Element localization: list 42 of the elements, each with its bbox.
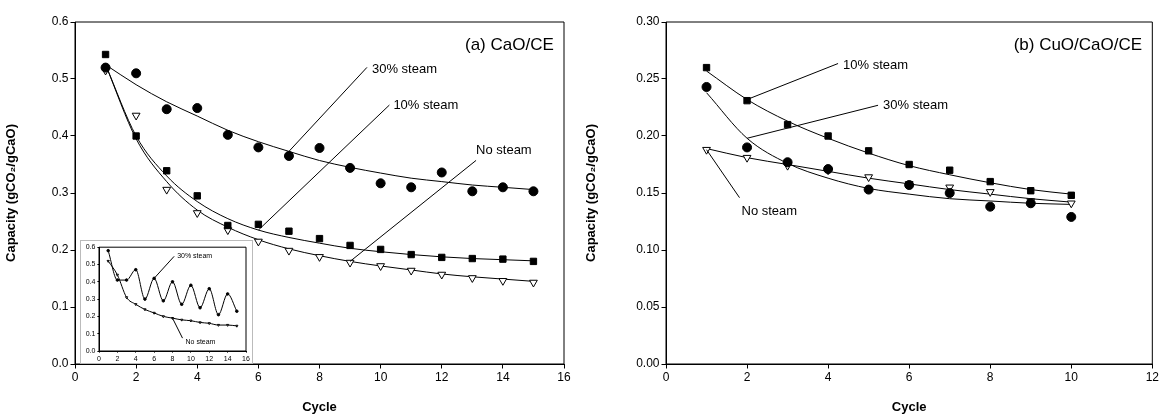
y-tick-label: 0.0 — [51, 356, 69, 371]
x-tick-label: 8 — [986, 370, 994, 385]
x-axis-title: Cycle — [891, 398, 927, 414]
x-tick-label: 10 — [1064, 370, 1079, 385]
y-tick-label: 0.00 — [636, 356, 660, 371]
y-axis-title: Capacity (gCO₂/gCaO) — [3, 124, 19, 262]
y-tick-label: 0.15 — [636, 185, 660, 200]
text: (a) CaO/CE — [465, 35, 554, 55]
x-axis-title: Cycle — [302, 398, 337, 414]
y-tick-label: 0.05 — [636, 299, 660, 314]
y-tick-label: 0.3 — [51, 185, 69, 200]
y-tick-label: 0.4 — [51, 128, 69, 143]
x-tick-label: 2 — [132, 370, 140, 385]
y-tick-label: 0.6 — [51, 14, 69, 29]
x-tick-label: 0 — [662, 370, 670, 385]
x-tick-label: 6 — [905, 370, 913, 385]
text: (b) CuO/CaO/CE — [1013, 35, 1143, 55]
y-axis-title: Capacity (gCO₂/gCaO) — [583, 124, 599, 262]
x-tick-label: 16 — [557, 370, 571, 385]
x-tick-label: 0 — [71, 370, 79, 385]
x-tick-label: 12 — [435, 370, 449, 385]
y-tick-label: 0.1 — [51, 299, 69, 314]
y-tick-label: 0.10 — [636, 242, 660, 257]
y-tick-label: 0.30 — [636, 14, 660, 29]
x-tick-label: 10 — [373, 370, 388, 385]
x-tick-label: 4 — [193, 370, 201, 385]
annotation: 10% steam — [393, 96, 459, 112]
y-tick-label: 0.20 — [636, 128, 660, 143]
annotation: No steam — [741, 203, 798, 219]
x-tick-label: 12 — [1145, 370, 1160, 385]
annotation: No steam — [476, 141, 532, 157]
y-tick-label: 0.25 — [636, 71, 660, 86]
x-tick-label: 2 — [743, 370, 751, 385]
y-tick-label: 0.5 — [51, 71, 69, 86]
x-tick-label: 4 — [824, 370, 832, 385]
annotation: 30% steam — [371, 60, 437, 76]
y-tick-label: 0.2 — [51, 242, 69, 257]
x-tick-label: 14 — [496, 370, 510, 385]
annotation: 10% steam — [843, 57, 909, 73]
x-tick-label: 8 — [316, 370, 324, 385]
annotation: 30% steam — [883, 96, 949, 112]
x-tick-label: 6 — [255, 370, 263, 385]
